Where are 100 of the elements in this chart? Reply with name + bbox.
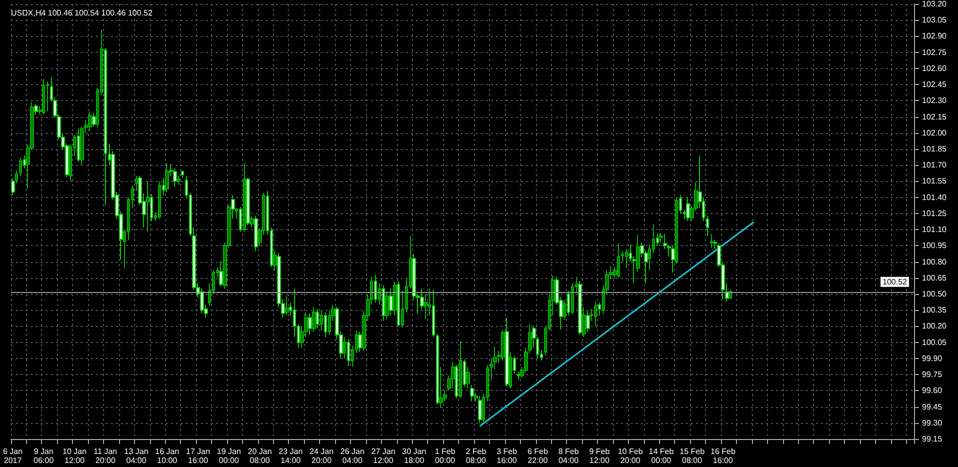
y-tick-label: 102.45 — [922, 80, 948, 90]
y-tick-label: 99.75 — [922, 370, 943, 380]
y-tick-label: 102.30 — [922, 96, 948, 106]
x-tick-label: 30 Jan 18:00 — [402, 447, 426, 465]
candlestick — [439, 366, 443, 408]
x-tick-label: 26 Jan 04:00 — [340, 447, 364, 465]
x-tick-label: 16 Jan 10:00 — [155, 447, 180, 465]
y-tick-label: 103.20 — [922, 0, 948, 8]
candlestick — [513, 356, 516, 374]
candlestick — [285, 296, 289, 316]
x-tick-label: 11 Jan 20:00 — [94, 447, 118, 465]
candlestick — [617, 243, 620, 278]
candlestick — [686, 196, 690, 222]
candlestick — [88, 110, 92, 132]
candlestick — [567, 290, 570, 316]
y-tick-label: 102.90 — [922, 32, 948, 41]
candlestick — [347, 338, 350, 366]
candlestick — [173, 168, 177, 188]
x-tick-label: 6 Jan 2017 — [2, 447, 23, 465]
y-tick-label: 101.70 — [922, 160, 948, 170]
candlestick — [77, 128, 80, 162]
candlestick — [15, 170, 18, 184]
y-tick-label: 102.00 — [922, 128, 948, 138]
x-tick-label: 6 Feb 22:00 — [527, 447, 548, 465]
candlestick — [451, 361, 455, 390]
x-tick-label: 19 Jan 00:00 — [216, 447, 241, 465]
candlestick — [463, 359, 466, 387]
y-tick-label: 100.80 — [922, 257, 948, 266]
candlestick — [436, 333, 439, 406]
candlestick — [389, 288, 393, 316]
x-tick-label: 15 Feb 08:00 — [680, 447, 706, 465]
candlestick — [636, 234, 640, 272]
text: USDX,H4 100.46 100.54 100.46 100.52 — [11, 8, 153, 18]
x-tick-label: 23 Jan 14:00 — [278, 447, 303, 465]
candlestick — [586, 310, 590, 332]
candlestick — [250, 216, 254, 228]
candlestick — [563, 300, 566, 320]
y-tick-label: 100.05 — [922, 338, 948, 347]
y-tick-label: 101.55 — [922, 176, 948, 186]
candlestick — [358, 331, 362, 352]
candlestick — [397, 280, 400, 327]
candlestick — [150, 194, 153, 222]
candlestick — [343, 336, 346, 359]
candlestick — [455, 364, 458, 399]
candlestick — [478, 396, 482, 424]
candlestick — [501, 328, 505, 362]
y-tick-label: 99.45 — [922, 402, 943, 412]
y-tick-label: 101.85 — [922, 144, 948, 154]
candlestick — [378, 282, 381, 306]
y-tick-label: 101.25 — [922, 208, 948, 218]
y-tick-label: 101.10 — [922, 225, 948, 234]
y-tick-label: 102.15 — [922, 112, 948, 122]
candlestick — [235, 208, 238, 220]
candlestick — [420, 288, 424, 310]
candlestick — [656, 233, 659, 246]
candlestick — [474, 392, 478, 402]
candlestick — [42, 78, 45, 116]
x-tick-label: 10 Jan 12:00 — [62, 447, 87, 465]
candlestick — [374, 274, 377, 304]
candlestick — [243, 162, 246, 232]
candlestick — [578, 280, 582, 336]
candlestick — [316, 308, 319, 329]
candlestick — [273, 250, 277, 271]
candlestick — [308, 312, 312, 336]
candlestick — [582, 306, 586, 338]
candlestick — [659, 232, 663, 243]
x-tick-label: 10 Feb 20:00 — [618, 447, 644, 465]
y-tick-label: 102.75 — [922, 48, 948, 57]
y-tick-label: 100.20 — [922, 322, 948, 331]
candlestick — [46, 80, 49, 112]
candlestick — [312, 306, 316, 332]
candlestick — [19, 157, 22, 176]
x-tick-label: 24 Jan 20:00 — [310, 447, 334, 465]
candlestick — [34, 103, 38, 116]
candlestick — [177, 175, 180, 185]
candlestick — [11, 178, 15, 196]
candlestick — [239, 206, 242, 232]
candlestick — [219, 261, 223, 287]
candlestick — [146, 180, 150, 232]
x-tick-label: 17 Jan 16:00 — [186, 447, 210, 465]
candlestick — [165, 162, 169, 192]
candlestick — [246, 178, 250, 226]
candlestick — [505, 317, 509, 387]
candlestick — [385, 291, 389, 320]
y-tick-label: 99.15 — [922, 434, 943, 444]
y-tick-label: 102.60 — [922, 64, 948, 73]
candlestick — [459, 340, 462, 399]
x-tick-label: 3 Feb 16:00 — [496, 447, 518, 465]
candlestick — [675, 196, 678, 264]
y-tick-label: 99.30 — [922, 418, 943, 428]
x-tick-label: 27 Jan 12:00 — [371, 447, 396, 465]
y-tick-label: 100.65 — [922, 273, 948, 282]
candlestick — [92, 112, 96, 127]
x-tick-label: 16 Feb 16:00 — [710, 447, 736, 465]
candlestick — [625, 248, 628, 269]
x-tick-label: 8 Feb 04:00 — [558, 447, 580, 465]
x-tick-label: 2 Feb 08:00 — [466, 447, 487, 465]
y-tick-label: 100.35 — [922, 306, 948, 315]
ref-line-label: 100.52 — [882, 277, 908, 286]
x-tick-label: 9 Jan 06:00 — [34, 447, 54, 465]
